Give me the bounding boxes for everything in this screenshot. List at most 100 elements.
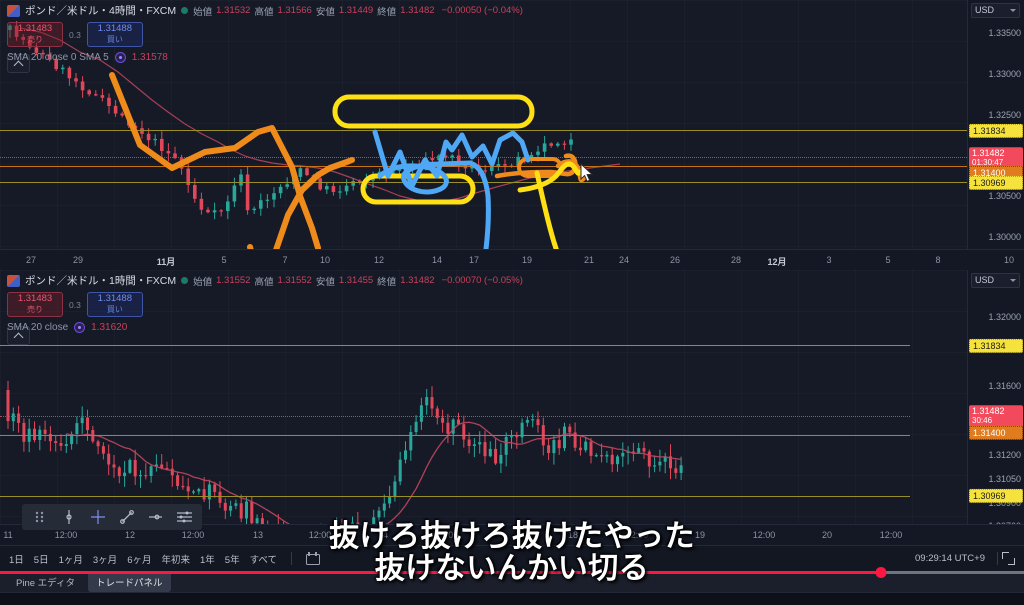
time-tick: 14 <box>377 530 389 540</box>
price-tick: 1.32000 <box>988 312 1021 322</box>
range-5d[interactable]: 5日 <box>33 554 49 566</box>
time-tick: 14 <box>431 255 443 265</box>
price-tag-last: 1.31482 30:46 <box>969 405 1023 427</box>
currency-selector-4h[interactable]: USD <box>971 3 1020 18</box>
time-tick: 26 <box>669 255 681 265</box>
time-tick: 12 <box>373 255 385 265</box>
time-tick: 19 <box>521 255 533 265</box>
price-tag-level: 1.30969 <box>969 488 1023 504</box>
ray-icon[interactable] <box>142 506 169 528</box>
price-tick: 1.31050 <box>988 474 1021 484</box>
time-tick: 12 <box>124 530 136 540</box>
video-progress-bar[interactable] <box>0 566 1024 578</box>
collapse-pane-button-4h[interactable] <box>7 54 30 73</box>
time-tick: 10 <box>1003 255 1015 265</box>
range-1y[interactable]: 1年 <box>200 554 215 566</box>
time-tick: 12:00 <box>879 530 903 540</box>
level-line-close <box>0 157 967 158</box>
time-tick: 12月 <box>767 257 787 267</box>
range-ytd[interactable]: 年初来 <box>161 554 190 566</box>
chart-plot-4h[interactable] <box>0 0 967 270</box>
level-line-lower-1h <box>0 496 910 497</box>
price-tick: 1.31200 <box>988 450 1021 460</box>
price-tick: 1.32500 <box>988 110 1021 120</box>
price-tick: 1.33000 <box>988 69 1021 79</box>
time-axis-4h[interactable]: 27 29 11月 5 7 10 12 14 17 19 21 24 26 28… <box>0 249 1024 270</box>
chevron-down-icon <box>1010 279 1016 282</box>
time-tick: 11 <box>3 530 13 540</box>
time-tick: 10 <box>319 255 331 265</box>
time-tick: 19 <box>694 530 706 540</box>
clock-label[interactable]: 09:29:14 UTC+9 <box>915 553 985 564</box>
date-range-bar[interactable]: 1日 5日 1ヶ月 3ヶ月 6ヶ月 年初来 1年 5年 すべて 09:29:14… <box>0 545 1024 571</box>
time-tick: 12:00 <box>625 530 649 540</box>
price-tag-value: 1.31482 <box>972 148 1005 159</box>
divider <box>997 552 998 565</box>
time-tick: 24 <box>618 255 630 265</box>
divider <box>291 552 293 565</box>
range-5y[interactable]: 5年 <box>224 554 240 566</box>
tab-pine-editor[interactable]: Pine エディタ <box>16 578 75 589</box>
time-tick: 8 <box>935 255 941 265</box>
price-tag-level: 1.31834 <box>969 338 1023 354</box>
time-tick: 12:00 <box>54 530 78 540</box>
price-tick: 1.30000 <box>988 232 1021 242</box>
candlestick-series-4h <box>8 21 621 220</box>
time-tick: 29 <box>72 255 84 265</box>
chart-pane-4h[interactable]: USD 1.33500 1.33000 1.32500 1.32000 1.30… <box>0 0 1024 270</box>
level-line-upper <box>0 130 967 131</box>
range-1m[interactable]: 1ヶ月 <box>58 554 83 566</box>
progress-knob[interactable] <box>875 566 887 578</box>
time-tick: 12:00 <box>308 530 332 540</box>
level-line-close-1h <box>0 416 910 417</box>
currency-value: USD <box>975 5 995 15</box>
settings-lines-icon[interactable] <box>171 506 198 528</box>
time-tick: 12:00 <box>435 530 459 540</box>
calendar-icon[interactable] <box>306 552 321 565</box>
time-tick: 18 <box>567 530 579 540</box>
price-tick: 1.31600 <box>988 381 1021 391</box>
time-tick: 17 <box>468 255 480 265</box>
progress-fill <box>0 570 881 574</box>
range-6m[interactable]: 6ヶ月 <box>127 554 152 566</box>
time-tick: 20 <box>821 530 833 540</box>
crosshair-icon[interactable] <box>84 506 111 528</box>
price-tick: 1.30500 <box>988 191 1021 201</box>
range-1d[interactable]: 1日 <box>9 554 24 566</box>
time-tick: 5 <box>221 255 227 265</box>
tab-trade-panel[interactable]: トレードパネル <box>88 572 171 592</box>
chevron-down-icon <box>1010 9 1016 12</box>
dots-grid-icon[interactable] <box>26 506 53 528</box>
price-tag-last: 1.31482 01:30:47 <box>969 147 1023 169</box>
vertical-line-icon[interactable] <box>55 506 82 528</box>
currency-value: USD <box>975 275 995 285</box>
time-tick: 11月 <box>156 257 176 267</box>
time-tick: 3 <box>826 255 832 265</box>
trend-line-icon[interactable] <box>113 506 140 528</box>
expand-icon[interactable] <box>1002 552 1015 565</box>
time-tick: 21 <box>583 255 595 265</box>
level-line-lower <box>0 182 967 183</box>
time-tick: 12:00 <box>181 530 205 540</box>
range-3m[interactable]: 3ヶ月 <box>92 554 118 566</box>
level-line-orange <box>0 166 967 167</box>
chart-pane-1h[interactable]: USD 1.32000 1.31600 1.31200 1.31050 1.30… <box>0 270 1024 545</box>
time-axis-1h[interactable]: 11 12:00 12 12:00 13 12:00 14 12:00 18 1… <box>0 524 1024 545</box>
price-tick: 1.33500 <box>988 28 1021 38</box>
time-tick: 13 <box>252 530 264 540</box>
bottom-strip <box>0 592 1024 605</box>
date-range-items: 1日 5日 1ヶ月 3ヶ月 6ヶ月 年初来 1年 5年 すべて <box>0 552 321 566</box>
time-tick: 12:00 <box>752 530 776 540</box>
countdown-timer: 01:30:47 <box>972 158 1004 168</box>
drawing-toolbar[interactable] <box>22 504 202 530</box>
countdown-timer: 30:46 <box>972 416 993 426</box>
time-tick: 27 <box>25 255 37 265</box>
range-all[interactable]: すべて <box>249 554 278 566</box>
chart-plot-1h[interactable] <box>0 270 967 545</box>
currency-selector-1h[interactable]: USD <box>971 273 1020 288</box>
price-tag-level: 1.31834 <box>969 123 1023 139</box>
price-tick: 1.30900 <box>988 498 1021 508</box>
time-tick: 7 <box>282 255 288 265</box>
collapse-pane-button-1h[interactable] <box>7 326 30 345</box>
